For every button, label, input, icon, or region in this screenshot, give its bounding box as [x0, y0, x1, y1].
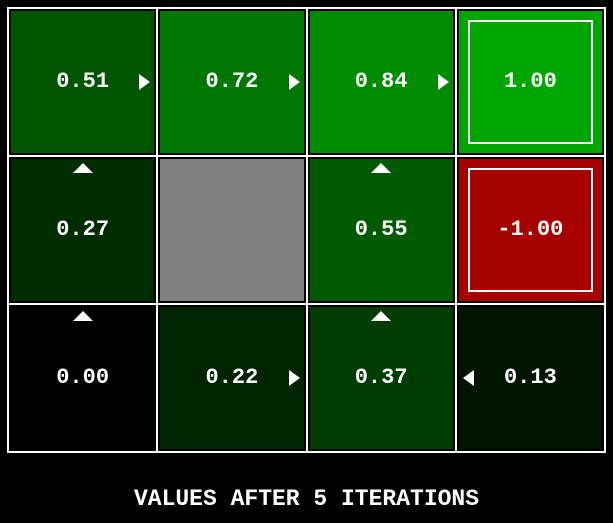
- iteration-title: VALUES AFTER 5 ITERATIONS: [133, 486, 480, 512]
- policy-arrow-right-icon: [139, 74, 151, 90]
- grid-cell: 0.55: [307, 157, 455, 303]
- cell-value: 0.37: [354, 365, 408, 390]
- grid-cell: 0.00: [9, 305, 157, 451]
- cell-value: 0.00: [56, 365, 110, 390]
- grid-cell: -1.00: [456, 157, 604, 303]
- cell-value: 0.27: [56, 217, 110, 242]
- policy-arrow-up-icon: [72, 163, 93, 173]
- grid-cell: 0.13: [456, 305, 604, 451]
- cell-value: -1.00: [497, 217, 564, 242]
- policy-arrow-right-icon: [288, 370, 300, 386]
- grid-cell: 1.00: [456, 9, 604, 155]
- cell-value: 0.55: [354, 217, 408, 242]
- grid-cell: 0.37: [307, 305, 455, 451]
- policy-arrow-right-icon: [288, 74, 300, 90]
- policy-arrow-up-icon: [371, 311, 392, 321]
- cell-value: 0.22: [205, 365, 259, 390]
- cell-value: 0.51: [56, 69, 110, 94]
- value-grid: 0.51 0.72 0.84 1.00 0.27 0.55 -1.00 0.00 0.22 0.3…: [7, 7, 606, 453]
- wall-cell: [158, 157, 306, 303]
- cell-value: 0.13: [503, 365, 557, 390]
- grid-cell: 0.72: [158, 9, 306, 155]
- grid-cell: 0.51: [9, 9, 157, 155]
- cell-value: 0.84: [354, 69, 408, 94]
- terminal-exit-border: [467, 20, 593, 144]
- policy-arrow-left-icon: [462, 370, 474, 386]
- cell-value: 1.00: [503, 69, 557, 94]
- cell-value: 0.72: [205, 69, 259, 94]
- policy-arrow-up-icon: [371, 163, 392, 173]
- grid-cell: 0.27: [9, 157, 157, 303]
- terminal-exit-border: [467, 168, 593, 292]
- policy-arrow-up-icon: [72, 311, 93, 321]
- grid-cell: 0.22: [158, 305, 306, 451]
- policy-arrow-right-icon: [437, 74, 449, 90]
- grid-cell: 0.84: [307, 9, 455, 155]
